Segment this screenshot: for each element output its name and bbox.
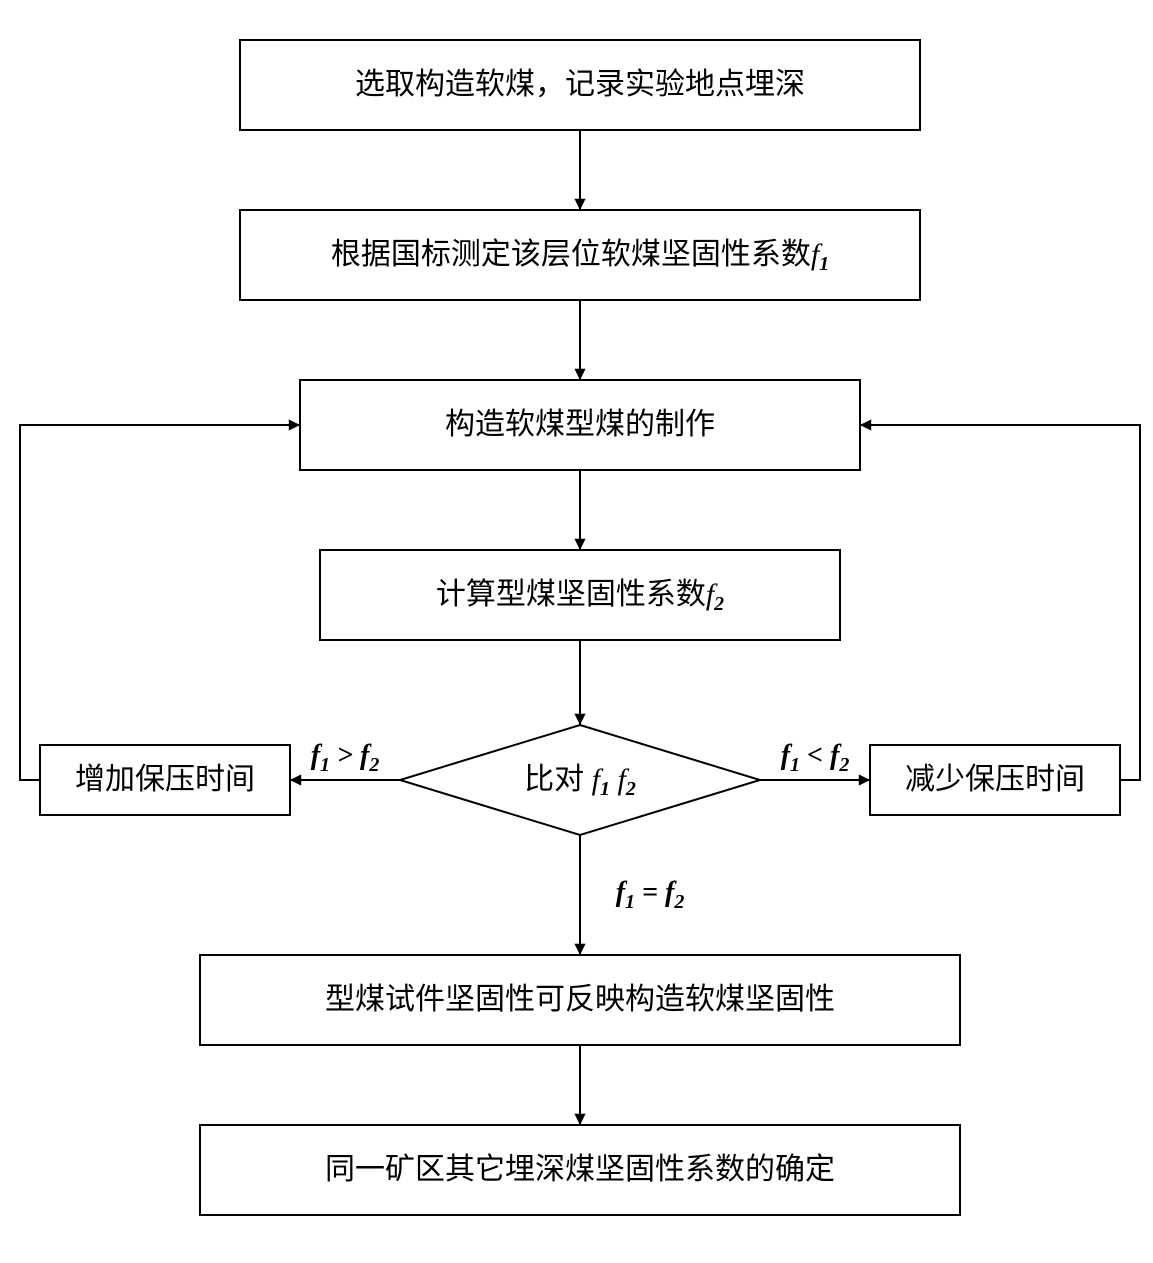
n1-label: 选取构造软煤，记录实验地点埋深 (355, 68, 805, 101)
n3-label: 构造软煤型煤的制作 (445, 408, 715, 441)
n6r-label: 减少保压时间 (905, 763, 1085, 796)
condition-label: f1 > f2 (311, 740, 380, 775)
n6l-label: 增加保压时间 (75, 763, 255, 796)
n7-label: 型煤试件坚固性可反映构造软煤坚固性 (325, 983, 835, 1016)
n8-label: 同一矿区其它埋深煤坚固性系数的确定 (325, 1153, 835, 1186)
n5-label: 比对 f1 f2 (524, 763, 636, 800)
condition-label: f1 = f2 (616, 877, 685, 912)
n4-label: 计算型煤坚固性系数f2 (436, 578, 724, 615)
condition-label: f1 < f2 (781, 740, 850, 775)
n2-label: 根据国标测定该层位软煤坚固性系数f1 (331, 238, 829, 275)
